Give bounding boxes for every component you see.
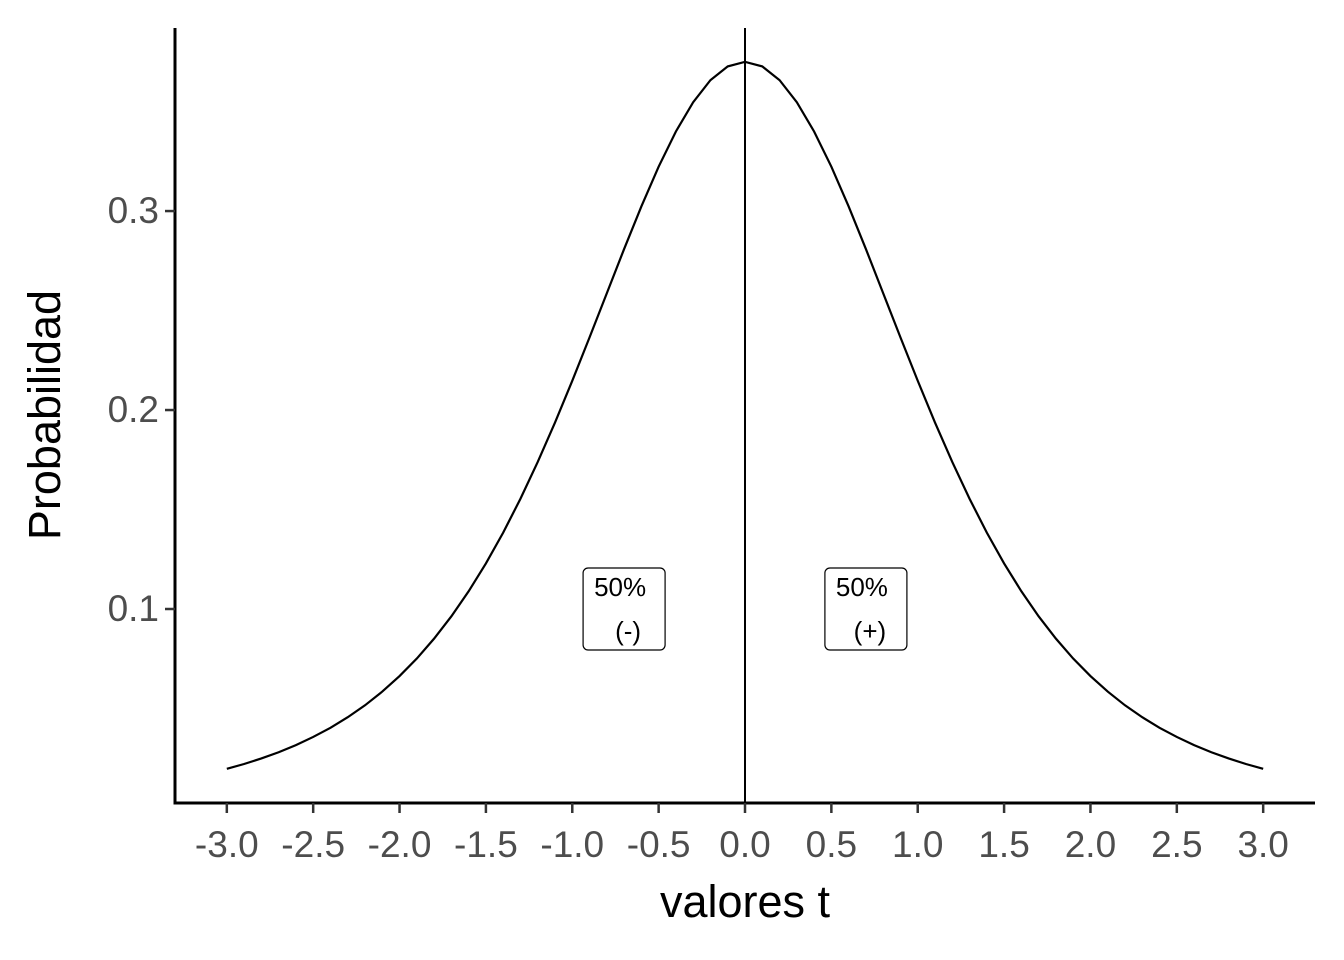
annotation-text: (-) — [615, 616, 641, 646]
x-tick-label: 2.0 — [1065, 824, 1116, 865]
x-tick-label: 1.0 — [892, 824, 943, 865]
annotation-text: 50% — [594, 572, 646, 602]
x-tick-label: 3.0 — [1237, 824, 1288, 865]
x-tick-label: 0.5 — [806, 824, 857, 865]
x-tick-label: -0.5 — [627, 824, 691, 865]
annotation-text: 50% — [836, 572, 888, 602]
annotation-text: (+) — [854, 616, 887, 646]
x-tick-label: 2.5 — [1151, 824, 1202, 865]
y-tick-label: 0.3 — [108, 190, 159, 231]
x-tick-label: -1.0 — [540, 824, 604, 865]
x-tick-label: -2.0 — [368, 824, 432, 865]
annotation-box — [824, 567, 908, 651]
x-tick-label: -1.5 — [454, 824, 518, 865]
y-axis-title: Probabilidad — [19, 290, 70, 540]
annotation-box — [582, 567, 666, 651]
x-tick-label: -2.5 — [281, 824, 345, 865]
y-tick-label: 0.2 — [108, 389, 159, 430]
x-axis-title: valores t — [660, 876, 831, 927]
y-tick-label: 0.1 — [108, 588, 159, 629]
x-tick-label: 0.0 — [719, 824, 770, 865]
x-tick-label: -3.0 — [195, 824, 259, 865]
x-tick-label: 1.5 — [978, 824, 1029, 865]
